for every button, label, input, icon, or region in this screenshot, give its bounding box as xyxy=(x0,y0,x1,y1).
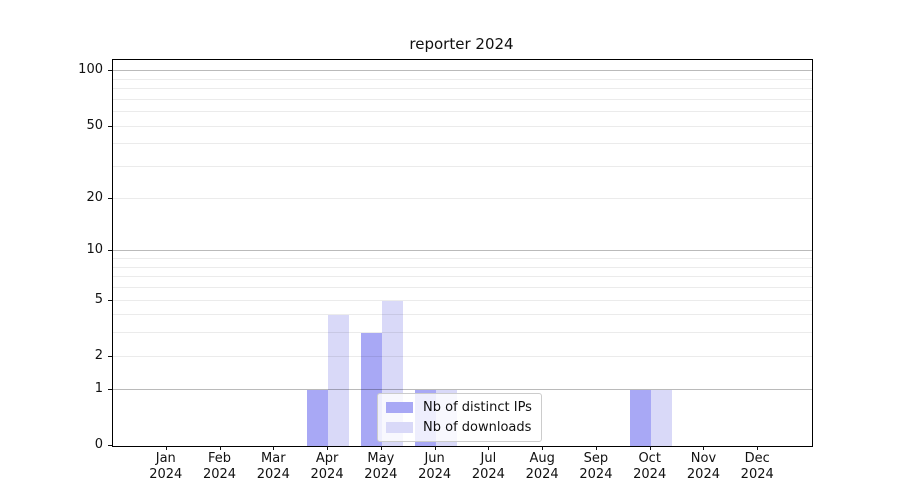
gridline-minor xyxy=(113,276,812,278)
x-tick-mark xyxy=(757,446,759,450)
gridline-minor xyxy=(113,299,812,301)
x-tick-mark xyxy=(595,446,597,450)
x-tick-mark xyxy=(434,446,436,450)
gridline-minor xyxy=(113,355,812,357)
gridline-minor xyxy=(113,197,812,199)
legend-swatch-distinct-ips xyxy=(386,402,413,413)
x-tick-label: Sep 2024 xyxy=(561,451,631,483)
x-tick-label: Nov 2024 xyxy=(668,451,738,483)
legend: Nb of distinct IPs Nb of downloads xyxy=(377,393,542,442)
x-tick-label: May 2024 xyxy=(346,451,416,483)
x-tick-mark xyxy=(165,446,167,450)
x-tick-label: Apr 2024 xyxy=(292,451,362,483)
y-tick-label: 50 xyxy=(86,117,103,133)
x-tick-label: Feb 2024 xyxy=(185,451,255,483)
bar-distinct-ips xyxy=(360,333,382,446)
x-tick-month: Jan xyxy=(155,451,176,466)
y-tick-mark xyxy=(108,125,112,127)
x-tick-label: Jul 2024 xyxy=(453,451,523,483)
gridline-minor xyxy=(113,258,812,260)
y-tick-label: 5 xyxy=(94,291,103,307)
x-tick-mark xyxy=(542,446,544,450)
x-tick-mark xyxy=(649,446,651,450)
y-tick-label: 10 xyxy=(86,242,103,258)
gridline-minor xyxy=(113,78,812,80)
y-tick-label: 20 xyxy=(86,189,103,205)
x-tick-mark xyxy=(488,446,490,450)
y-tick-mark xyxy=(108,250,112,252)
y-tick-mark xyxy=(108,355,112,357)
gridline-major xyxy=(113,388,812,390)
x-tick-label: Jan 2024 xyxy=(131,451,201,483)
bar-downloads xyxy=(328,315,350,446)
gridline-minor xyxy=(113,166,812,168)
y-tick-label: 0 xyxy=(94,437,103,452)
x-tick-mark xyxy=(327,446,329,450)
gridline-minor xyxy=(113,98,812,100)
x-tick-year: 2024 xyxy=(579,467,613,482)
y-tick-label: 2 xyxy=(94,347,103,363)
x-tick-label: Aug 2024 xyxy=(507,451,577,483)
bar-distinct-ips xyxy=(307,389,329,446)
y-tick-label: 100 xyxy=(78,62,103,78)
gridline-minor xyxy=(113,125,812,127)
x-tick-month: Sep xyxy=(583,451,609,466)
x-tick-month: Apr xyxy=(315,451,339,466)
x-tick-year: 2024 xyxy=(149,467,183,482)
x-tick-mark xyxy=(219,446,221,450)
legend-entry-downloads: Nb of downloads xyxy=(386,420,532,435)
gridline-minor xyxy=(113,287,812,288)
x-tick-label: Mar 2024 xyxy=(238,451,308,483)
gridline-major xyxy=(113,250,812,252)
legend-label-distinct-ips: Nb of distinct IPs xyxy=(423,400,532,415)
x-tick-year: 2024 xyxy=(525,467,559,482)
x-tick-month: Mar xyxy=(261,451,286,466)
x-tick-year: 2024 xyxy=(310,467,344,482)
gridline-major xyxy=(113,70,812,72)
y-tick-mark xyxy=(108,445,112,446)
y-tick-mark xyxy=(108,388,112,390)
gridline-minor xyxy=(113,314,812,316)
x-tick-year: 2024 xyxy=(418,467,452,482)
x-tick-year: 2024 xyxy=(364,467,398,482)
legend-entry-distinct-ips: Nb of distinct IPs xyxy=(386,400,532,415)
x-tick-label: Jun 2024 xyxy=(400,451,470,483)
x-tick-month: May xyxy=(367,451,395,466)
x-tick-year: 2024 xyxy=(202,467,237,482)
x-tick-mark xyxy=(273,446,275,450)
x-tick-month: Jun xyxy=(424,451,445,466)
x-tick-mark xyxy=(703,446,705,450)
y-tick-mark xyxy=(108,70,112,72)
bar-distinct-ips xyxy=(629,389,651,446)
x-tick-mark xyxy=(380,446,382,450)
plot-area xyxy=(112,59,813,447)
x-tick-month: Oct xyxy=(638,451,661,466)
gridline-minor xyxy=(113,88,812,90)
legend-swatch-downloads xyxy=(386,422,413,433)
bar-downloads xyxy=(650,389,672,446)
x-tick-month: Nov xyxy=(690,451,717,466)
gridline-minor xyxy=(113,143,812,145)
y-tick-mark xyxy=(108,197,112,199)
x-tick-month: Feb xyxy=(208,451,232,466)
x-tick-year: 2024 xyxy=(633,467,667,482)
x-tick-label: Oct 2024 xyxy=(615,451,685,483)
gridline-minor xyxy=(113,111,812,113)
chart-title: reporter 2024 xyxy=(409,35,514,53)
x-tick-month: Jul xyxy=(480,451,497,466)
x-tick-month: Dec xyxy=(744,451,770,466)
gridline-minor xyxy=(113,332,812,334)
x-tick-year: 2024 xyxy=(256,467,290,482)
x-tick-month: Aug xyxy=(529,451,555,466)
legend-label-downloads: Nb of downloads xyxy=(423,420,532,435)
gridline-minor xyxy=(113,266,812,268)
x-tick-label: Dec 2024 xyxy=(722,451,792,483)
x-tick-year: 2024 xyxy=(686,467,720,482)
x-tick-year: 2024 xyxy=(740,467,774,482)
y-tick-label: 1 xyxy=(94,380,103,396)
y-tick-mark xyxy=(108,299,112,301)
x-tick-year: 2024 xyxy=(471,467,505,482)
